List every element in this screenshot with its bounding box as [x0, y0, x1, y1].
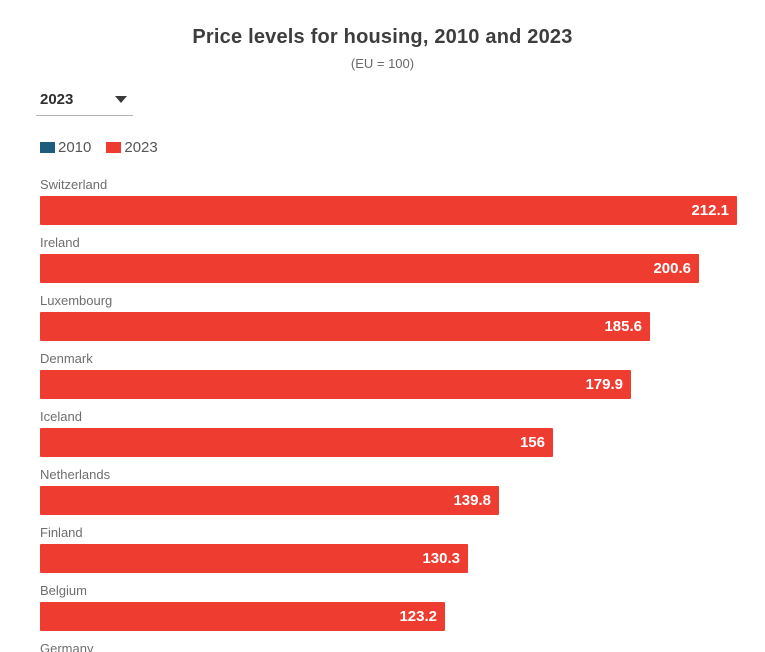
value-bar: 185.6 [40, 312, 650, 341]
chart-row: Iceland 156 [40, 409, 740, 457]
country-label: Denmark [40, 351, 93, 366]
bar-value-label: 200.6 [653, 260, 691, 277]
bar-value-label: 156 [519, 434, 545, 451]
chart-row: Ireland 200.6 [40, 235, 740, 283]
value-bar: 123.2 [40, 602, 445, 631]
chart-row: Denmark 179.9 [40, 351, 740, 399]
year-select-value: 2023 [40, 91, 74, 108]
legend-swatch-2023 [106, 142, 122, 153]
country-label: Luxembourg [40, 293, 113, 308]
year-select-dropdown[interactable]: 2023 [36, 91, 133, 116]
chevron-down-icon [115, 96, 127, 103]
legend-item-2023: 2023 [106, 139, 158, 156]
country-label: Ireland [40, 235, 80, 250]
chart-row: Finland 130.3 [40, 525, 740, 573]
country-label: Switzerland [40, 177, 108, 192]
country-label: Finland [40, 525, 83, 540]
chart-row: Luxembourg 185.6 [40, 293, 740, 341]
legend-item-2010: 2010 [40, 140, 91, 155]
legend-label-2010: 2010 [58, 139, 92, 156]
chart-legend: 2010 2023 [40, 140, 765, 155]
country-label: Netherlands [40, 467, 111, 482]
legend-label-2023: 2023 [124, 139, 158, 156]
bar-value-label: 123.2 [399, 608, 437, 625]
value-bar: 179.9 [40, 370, 631, 399]
bar-value-label: 185.6 [604, 318, 642, 335]
chart-row: Germany [40, 641, 740, 652]
legend-swatch-2010 [40, 142, 55, 153]
country-label: Belgium [40, 583, 87, 598]
country-label: Iceland [40, 409, 82, 424]
chart-row: Belgium 123.2 [40, 583, 740, 631]
country-label: Germany [40, 641, 94, 652]
value-bar: 212.1 [40, 196, 737, 225]
value-bar: 156 [40, 428, 553, 457]
bar-chart: Switzerland 212.1 Ireland 200.6 Luxembou… [40, 177, 740, 652]
chart-row: Netherlands 139.8 [40, 467, 740, 515]
chart-subtitle: (EU = 100) [350, 56, 415, 71]
bar-value-label: 130.3 [422, 550, 460, 567]
bar-value-label: 212.1 [691, 202, 729, 219]
chart-title: Price levels for housing, 2010 and 2023 [192, 26, 573, 48]
bar-value-label: 179.9 [585, 376, 623, 393]
chart-row: Switzerland 212.1 [40, 177, 740, 225]
value-bar: 130.3 [40, 544, 468, 573]
value-bar: 139.8 [40, 486, 499, 515]
bar-value-label: 139.8 [453, 492, 491, 509]
value-bar: 200.6 [40, 254, 699, 283]
